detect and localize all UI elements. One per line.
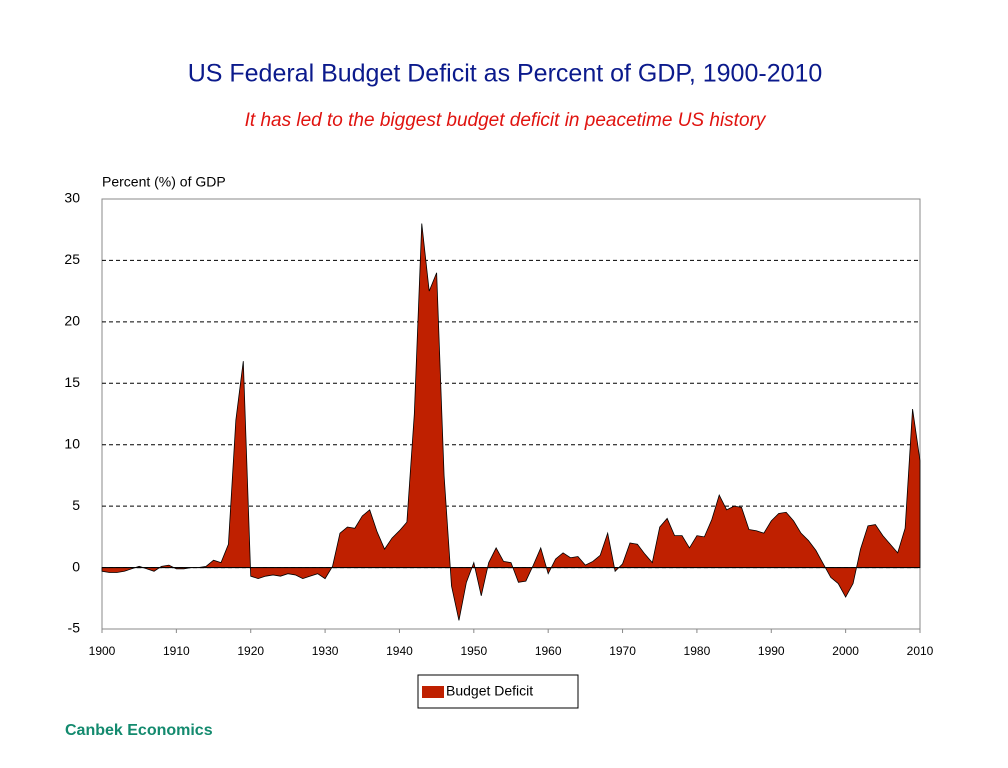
y-tick-label: 25 [64, 251, 80, 267]
y-axis-label: Percent (%) of GDP [102, 174, 226, 190]
x-tick-label: 1950 [460, 644, 487, 658]
x-tick-label: 1940 [386, 644, 413, 658]
y-tick-label: 30 [64, 190, 80, 206]
footer: Canbek Economics [65, 722, 213, 739]
area [101, 223, 921, 621]
legend-swatch [422, 686, 444, 698]
plot-frame [101, 198, 921, 630]
y-tick-label: 20 [64, 313, 80, 329]
x-tick-label: 2000 [832, 644, 859, 658]
y-tick-label: 15 [64, 374, 80, 390]
x-tick-label: 2010 [907, 644, 934, 658]
y-tick-label: -5 [68, 620, 81, 636]
legend-label: Budget Deficit [446, 683, 533, 699]
chart-title: US Federal Budget Deficit as Percent of … [188, 60, 823, 88]
y-tick-label: 0 [72, 558, 80, 574]
x-tick-label: 1900 [89, 644, 116, 658]
x-tick-label: 1910 [163, 644, 190, 658]
y-tick-label: 10 [64, 435, 80, 451]
legend-box [417, 674, 579, 709]
x-tick-label: 1960 [535, 644, 562, 658]
x-tick-label: 1920 [237, 644, 264, 658]
x-tick-label: 1970 [609, 644, 636, 658]
x-tick-label: 1990 [758, 644, 785, 658]
x-tick-label: 1980 [684, 644, 711, 658]
x-tick-label: 1930 [312, 644, 339, 658]
y-tick-label: 5 [72, 497, 80, 513]
chart-subtitle: It has led to the biggest budget deficit… [245, 110, 767, 131]
